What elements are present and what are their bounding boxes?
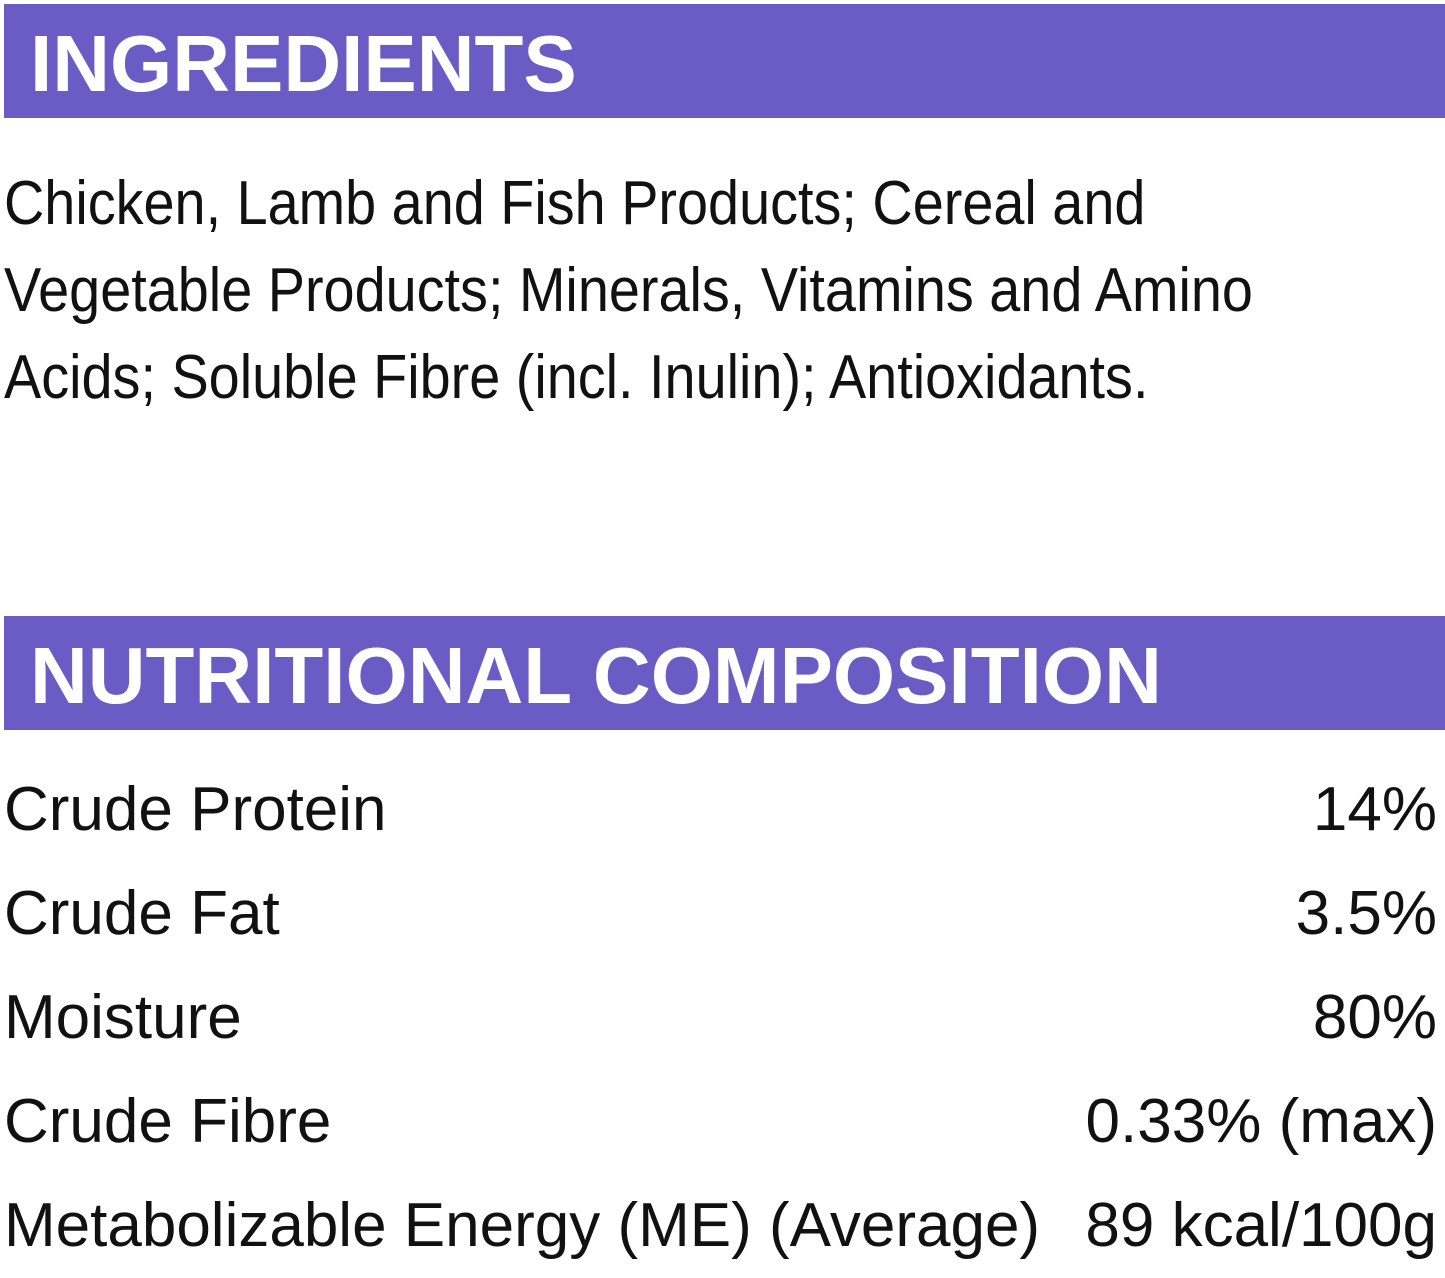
- section-header: NUTRITIONAL COMPOSITION: [4, 616, 1445, 730]
- nutrient-row: Crude Fibre 0.33% (max): [4, 1070, 1437, 1174]
- nutrient-row: Moisture 80%: [4, 966, 1437, 1070]
- nutrient-value: 80%: [1312, 983, 1437, 1052]
- nutrient-row: Crude Protein 14%: [4, 758, 1437, 862]
- nutrient-name: Moisture: [4, 983, 242, 1052]
- nutrient-value: 89 kcal/100g: [1085, 1191, 1437, 1260]
- text-line: Chicken, Lamb and Fish Products; Cereal …: [4, 169, 1146, 238]
- nutrient-value: 3.5%: [1295, 879, 1437, 948]
- nutrient-name: Crude Fat: [4, 879, 280, 948]
- ingredients-text: Chicken, Lamb and Fish Products; Cereal …: [4, 160, 1253, 421]
- nutrient-value: 0.33% (max): [1085, 1087, 1437, 1156]
- nutrient-name: Crude Fibre: [4, 1087, 332, 1156]
- nutrient-row: Crude Fat 3.5%: [4, 862, 1437, 966]
- nutrient-name: Metabolizable Energy (ME) (Average): [4, 1191, 1041, 1260]
- nutrient-name: Crude Protein: [4, 775, 387, 844]
- nutrient-value: 14%: [1312, 775, 1437, 844]
- section-header: INGREDIENTS: [4, 4, 1445, 118]
- text-line: Acids; Soluble Fibre (incl. Inulin); Ant…: [4, 343, 1149, 412]
- text-line: Vegetable Products; Minerals, Vitamins a…: [4, 256, 1253, 325]
- nutrient-row: Metabolizable Energy (ME) (Average) 89 kc…: [4, 1174, 1437, 1278]
